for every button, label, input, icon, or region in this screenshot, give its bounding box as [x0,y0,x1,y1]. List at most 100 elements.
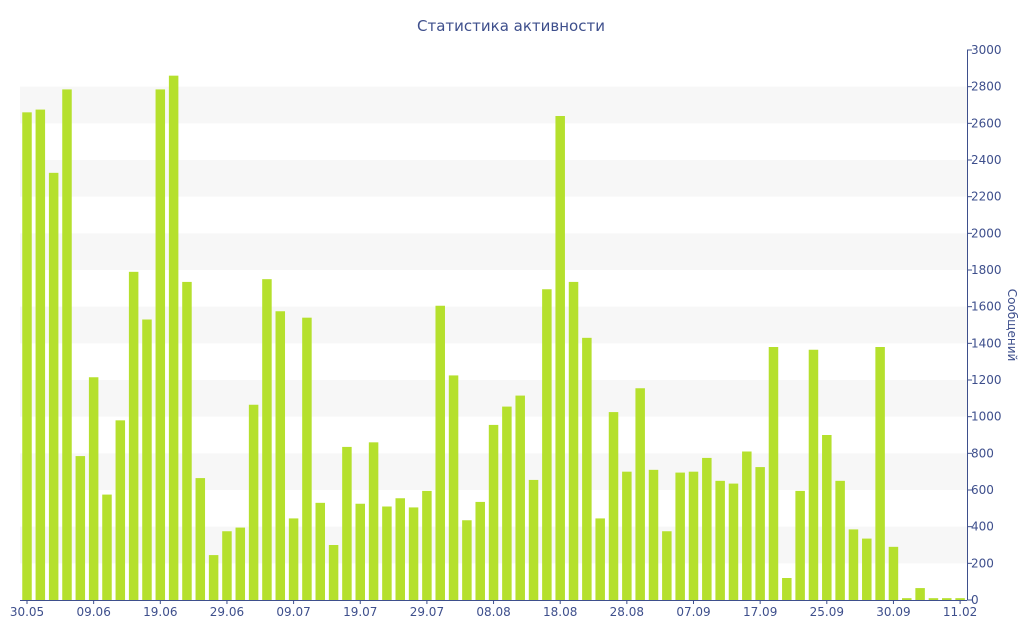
bar [115,420,126,600]
axes: 0 200 400 600 800 1000 1200 1400 1600 1800 2000 220… [10,43,1002,619]
y-tick-label: 1200 [971,373,1002,387]
bar [302,317,312,600]
bar [448,375,459,600]
bar [688,471,699,600]
bar [48,172,59,601]
bar [62,89,72,601]
y-tick-label: 400 [971,520,994,534]
y-tick-label: 2000 [971,226,1002,240]
bar [862,538,872,600]
bar [248,404,259,600]
y-tick-label: 600 [971,483,994,497]
y-tick-label: 0 [971,593,979,607]
x-tick-label: 11.02 [943,605,977,619]
bar [715,480,725,600]
x-tick-label: 29.06 [210,605,244,619]
bar [22,112,32,600]
bar [515,395,525,600]
bar [942,598,952,600]
x-tick-label: 19.06 [143,605,177,619]
bar [528,479,539,600]
y-tick-label: 200 [971,556,994,570]
bar [662,531,672,600]
y-tick-label: 2600 [971,116,1002,130]
bar [555,116,565,600]
bar [328,545,339,600]
bar [782,578,792,600]
bar [168,75,179,600]
bar [208,555,219,600]
bar [742,451,752,600]
x-tick-label: 18.08 [543,605,577,619]
bar [608,412,619,600]
bar [502,406,512,600]
bar [395,498,405,600]
y-axis-title: Сообщений [1005,289,1019,362]
x-tick-label: 29.07 [410,605,444,619]
bar [835,480,845,600]
bar [888,546,899,600]
bar [128,271,139,600]
bar [262,279,272,600]
bar [955,598,965,600]
y-tick-label: 800 [971,446,994,460]
bar [102,494,112,600]
bar [875,347,885,600]
bar [155,89,166,601]
bar [768,347,779,600]
bar [408,507,419,600]
bar [648,469,659,600]
bar [915,588,925,600]
bar [288,518,299,600]
bar [635,388,645,600]
bar [222,531,232,600]
x-tick-label: 08.08 [476,605,510,619]
y-tick-label: 3000 [971,43,1002,57]
bar [35,109,46,600]
x-tick-label: 25.09 [810,605,844,619]
bar [342,446,352,600]
bar [568,281,579,600]
bar [235,527,246,600]
bar [808,349,819,600]
y-tick-label: 1600 [971,300,1002,314]
y-tick-label: 2200 [971,190,1002,204]
bar-series [22,75,965,601]
bar [462,520,472,600]
x-tick-label: 30.09 [876,605,910,619]
x-tick-label: 09.06 [76,605,110,619]
x-tick-label: 09.07 [276,605,310,619]
y-tick-label: 1800 [971,263,1002,277]
bar [368,442,379,600]
bar [582,337,592,600]
x-tick-label: 28.08 [610,605,644,619]
bar [195,478,206,600]
bar [75,456,86,600]
bar [702,457,712,600]
bar [475,501,485,600]
bar [142,319,152,600]
bar [822,435,832,600]
bar [542,289,552,600]
bar [902,598,912,600]
bar [755,467,765,600]
bar [355,503,365,600]
bar [622,471,632,600]
y-tick-label: 1400 [971,336,1002,350]
chart-title: Статистика активности [417,17,605,35]
bar [595,518,605,600]
y-tick-label: 2400 [971,153,1002,167]
bar [728,483,739,600]
bar [382,506,392,600]
y-tick-label: 2800 [971,80,1002,94]
bar [315,502,326,600]
bar [88,377,99,600]
x-tick-label: 07.09 [676,605,710,619]
x-tick-label: 19.07 [343,605,377,619]
y-tick-label: 1000 [971,410,1002,424]
bar [488,424,499,600]
bar [848,529,859,600]
bar [275,311,286,600]
